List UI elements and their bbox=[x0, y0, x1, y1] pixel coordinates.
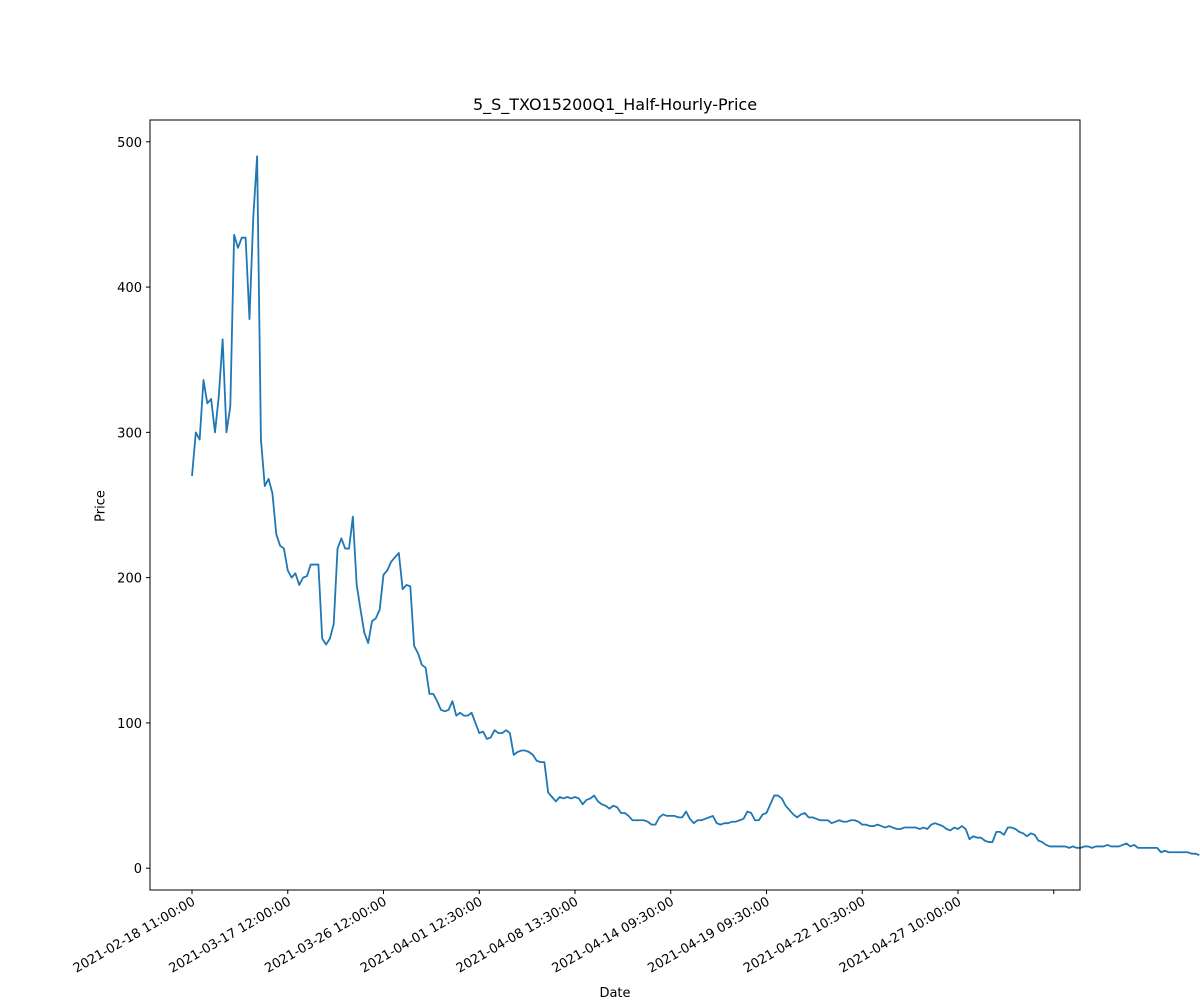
price-series-line bbox=[191, 155, 1200, 856]
x-axis-label: Date bbox=[599, 986, 631, 1001]
y-tick-label: 400 bbox=[117, 281, 142, 296]
y-tick-label: 300 bbox=[117, 426, 142, 441]
chart-title: 5_S_TXO15200Q1_Half-Hourly-Price bbox=[472, 95, 758, 114]
y-tick-label: 200 bbox=[117, 572, 142, 587]
y-tick-label: 100 bbox=[117, 717, 142, 732]
y-tick-label: 500 bbox=[117, 136, 142, 151]
plot-frame bbox=[149, 119, 1081, 891]
y-tick-label: 0 bbox=[134, 862, 142, 877]
